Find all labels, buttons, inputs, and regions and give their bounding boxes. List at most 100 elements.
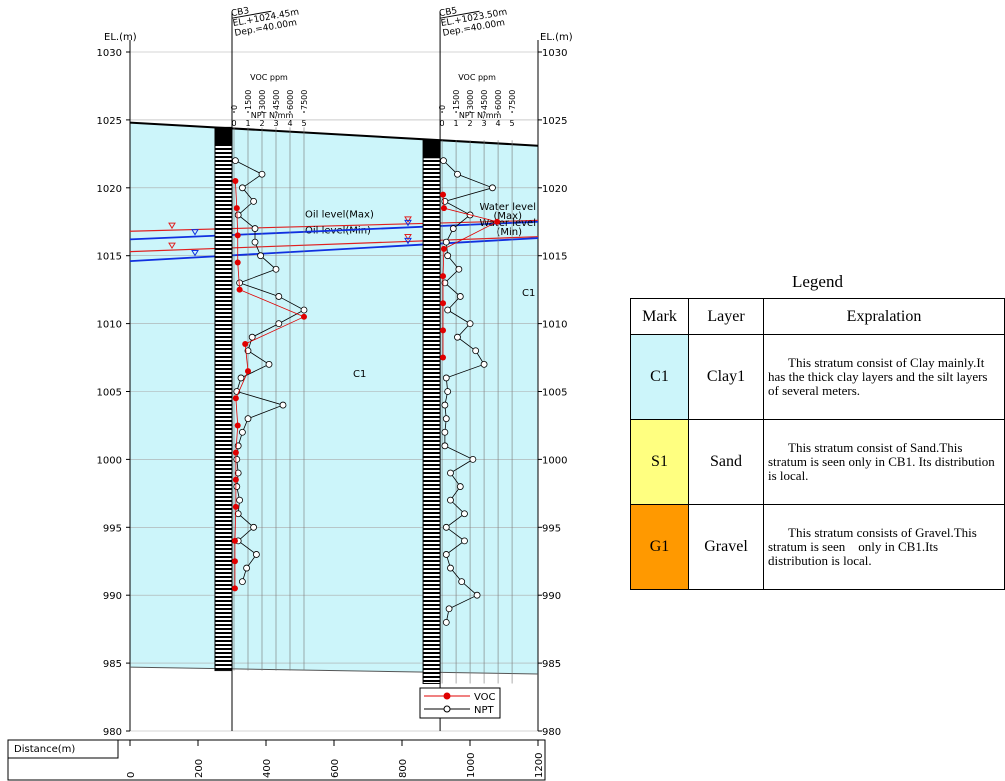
npt-tick-label: 5 xyxy=(510,119,515,128)
npt-point xyxy=(258,170,266,178)
npt-point xyxy=(447,469,454,477)
voc-point xyxy=(234,259,241,266)
voc-title: VOC ppm xyxy=(250,73,288,82)
npt-tick-label: 2 xyxy=(259,119,264,128)
npt-point xyxy=(454,333,461,341)
layer-label: C1 xyxy=(522,288,535,299)
npt-tick-label: 4 xyxy=(496,119,501,128)
npt-point xyxy=(442,551,450,558)
npt-point xyxy=(234,469,242,477)
voc-tick-label: 3000 xyxy=(258,90,267,110)
voc-point xyxy=(234,422,241,429)
npt-point xyxy=(251,225,259,232)
npt-point xyxy=(238,184,246,192)
npt-point xyxy=(444,306,452,314)
legend-table: Mark Layer Expralation C1 Clay1 This strat… xyxy=(630,298,1005,590)
npt-point xyxy=(473,591,481,599)
level-symbol xyxy=(191,249,199,257)
y-tick-label: 985 xyxy=(103,659,122,670)
npt-point xyxy=(461,510,468,518)
mark-cell: G1 xyxy=(630,504,689,590)
npt-point xyxy=(233,483,241,490)
layer-cell: Gravel xyxy=(688,504,764,590)
voc-point xyxy=(231,558,238,565)
y-axis-label: EL.(m) xyxy=(104,32,137,43)
npt-point xyxy=(237,374,245,382)
voc-point xyxy=(236,286,243,293)
npt-point xyxy=(466,320,474,328)
npt-tick-label: 0 xyxy=(440,119,445,128)
npt-point xyxy=(441,197,449,205)
y-tick-label: 1020 xyxy=(97,184,122,195)
voc-point xyxy=(232,503,239,510)
x-tick-label: 200 xyxy=(194,759,205,778)
npt-point xyxy=(444,388,452,395)
npt-tick-label: 3 xyxy=(273,119,278,128)
legend-swatch-marker xyxy=(443,692,451,700)
x-tick-label: 400 xyxy=(262,759,273,778)
x-tick-label: 1200 xyxy=(534,753,545,778)
npt-point xyxy=(441,428,449,436)
header-cell: Mark xyxy=(630,298,689,335)
npt-point xyxy=(238,428,246,436)
npt-tick-label: 5 xyxy=(301,119,306,128)
npt-point xyxy=(442,523,450,531)
npt-tick-label: 3 xyxy=(482,119,487,128)
npt-point xyxy=(480,360,488,368)
voc-tick-label: 4500 xyxy=(480,90,489,110)
npt-point xyxy=(275,293,283,300)
npt-point xyxy=(472,347,480,355)
npt-point xyxy=(265,360,273,368)
npt-point xyxy=(489,184,496,192)
npt-point xyxy=(279,401,287,409)
voc-line xyxy=(442,194,499,358)
voc-point xyxy=(440,205,447,212)
npt-point xyxy=(449,225,457,232)
npt-point xyxy=(234,510,242,518)
npt-point xyxy=(244,415,252,423)
voc-tick-label: 4500 xyxy=(272,90,281,110)
npt-point xyxy=(441,401,449,409)
y-tick-label: 1030 xyxy=(97,48,122,59)
x-tick-label: 600 xyxy=(330,759,341,778)
legend-row: S1 Sand This stratum consist of Sand.This … xyxy=(630,419,1005,505)
npt-point xyxy=(442,238,450,246)
legend-row: C1 Clay1 This stratum consist of Clay main… xyxy=(630,334,1005,420)
y-tick-label-right: 1010 xyxy=(542,320,567,331)
legend-header: Mark Layer Expralation xyxy=(630,298,1005,335)
layer-cell: Sand xyxy=(688,419,764,505)
voc-tick-label: 1500 xyxy=(452,90,461,110)
header-cell: Expralation xyxy=(763,298,1005,335)
npt-point xyxy=(251,238,259,246)
level-symbol xyxy=(404,237,412,245)
legend-label: NPT xyxy=(474,705,495,716)
borehole-cap xyxy=(215,127,232,146)
layer-c1 xyxy=(130,122,538,674)
y-tick-label: 995 xyxy=(103,523,122,534)
description-cell: This stratum consist of Clay mainly.It h… xyxy=(763,334,1005,420)
y-tick-label: 1005 xyxy=(97,388,122,399)
voc-tick-label: 0 xyxy=(438,105,447,110)
level-symbol xyxy=(404,233,412,241)
npt-tick-label: 0 xyxy=(231,119,236,128)
npt-point xyxy=(455,265,463,273)
npt-point xyxy=(238,578,246,586)
voc-tick-label: 1500 xyxy=(244,90,253,110)
voc-title: VOC ppm xyxy=(458,73,496,82)
y-tick-label-right: 980 xyxy=(542,727,561,738)
npt-point xyxy=(275,320,283,328)
npt-tick-label: 1 xyxy=(245,119,250,128)
distance-label-cell xyxy=(7,739,119,759)
voc-point xyxy=(440,300,447,307)
legend-row: G1 Gravel This stratum consists of Gravel.… xyxy=(630,504,1005,590)
npt-point xyxy=(250,523,258,531)
y-axis-label-right: EL.(m) xyxy=(540,32,573,43)
npt-point xyxy=(442,618,450,626)
npt-point xyxy=(252,551,260,558)
voc-point xyxy=(494,218,501,225)
voc-tick-label: 3000 xyxy=(466,90,475,110)
npt-point xyxy=(272,265,280,273)
level-label: Water level xyxy=(479,218,536,229)
